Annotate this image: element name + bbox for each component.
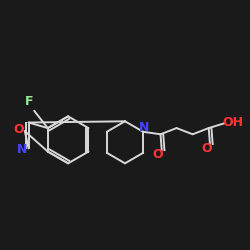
Text: OH: OH: [222, 116, 243, 129]
Text: O: O: [153, 148, 163, 161]
Text: O: O: [201, 142, 211, 155]
Text: N: N: [17, 143, 28, 156]
Text: N: N: [139, 121, 149, 134]
Text: O: O: [14, 124, 24, 136]
Text: F: F: [25, 95, 34, 108]
